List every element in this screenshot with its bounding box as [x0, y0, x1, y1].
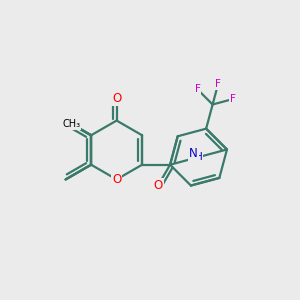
Text: CH₃: CH₃ — [62, 119, 80, 129]
Text: O: O — [112, 173, 121, 186]
Text: H: H — [195, 152, 203, 162]
Text: O: O — [112, 92, 121, 105]
Text: N: N — [189, 147, 198, 160]
Text: O: O — [153, 179, 163, 192]
Text: F: F — [230, 94, 236, 104]
Text: F: F — [195, 85, 201, 94]
Text: F: F — [215, 79, 221, 89]
